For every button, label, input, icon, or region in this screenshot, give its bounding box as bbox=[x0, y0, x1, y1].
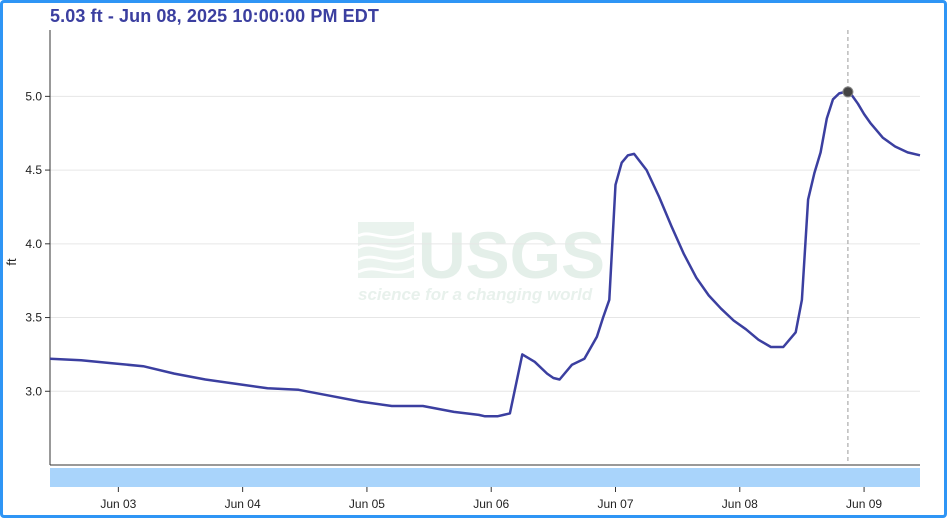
hover-readout: 5.03 ft - Jun 08, 2025 10:00:00 PM EDT bbox=[50, 6, 379, 26]
y-tick-label: 3.5 bbox=[25, 311, 42, 325]
y-tick-label: 4.5 bbox=[25, 163, 42, 177]
time-brush-bar[interactable] bbox=[50, 468, 920, 487]
hover-point[interactable] bbox=[842, 86, 854, 98]
x-tick-label: Jun 03 bbox=[100, 497, 136, 511]
y-axis-title: ft bbox=[4, 258, 19, 266]
x-tick-label: Jun 05 bbox=[349, 497, 385, 511]
x-tick-label: Jun 07 bbox=[597, 497, 633, 511]
y-tick-label: 4.0 bbox=[25, 237, 42, 251]
usgs-logo-waves-icon bbox=[357, 222, 415, 278]
y-tick-label: 5.0 bbox=[25, 89, 42, 103]
grid-lines bbox=[50, 95, 920, 392]
x-tick-label: Jun 06 bbox=[473, 497, 509, 511]
usgs-watermark-logo: USGS bbox=[418, 218, 605, 292]
x-tick-label: Jun 09 bbox=[846, 497, 882, 511]
usgs-watermark-tagline: science for a changing world bbox=[358, 285, 593, 304]
x-tick-label: Jun 08 bbox=[722, 497, 758, 511]
x-tick-label: Jun 04 bbox=[225, 497, 261, 511]
series-line bbox=[49, 90, 921, 418]
y-tick-label: 3.0 bbox=[25, 384, 42, 398]
x-axis-ticks: Jun 03 Jun 04 Jun 05 Jun 06 Jun 07 Jun 08 Jun … bbox=[100, 487, 882, 511]
usgs-watermark: USGS science for a changing world bbox=[357, 218, 605, 304]
y-axis-ticks: 3.0 3.5 4.0 4.5 5.0 bbox=[25, 89, 50, 398]
